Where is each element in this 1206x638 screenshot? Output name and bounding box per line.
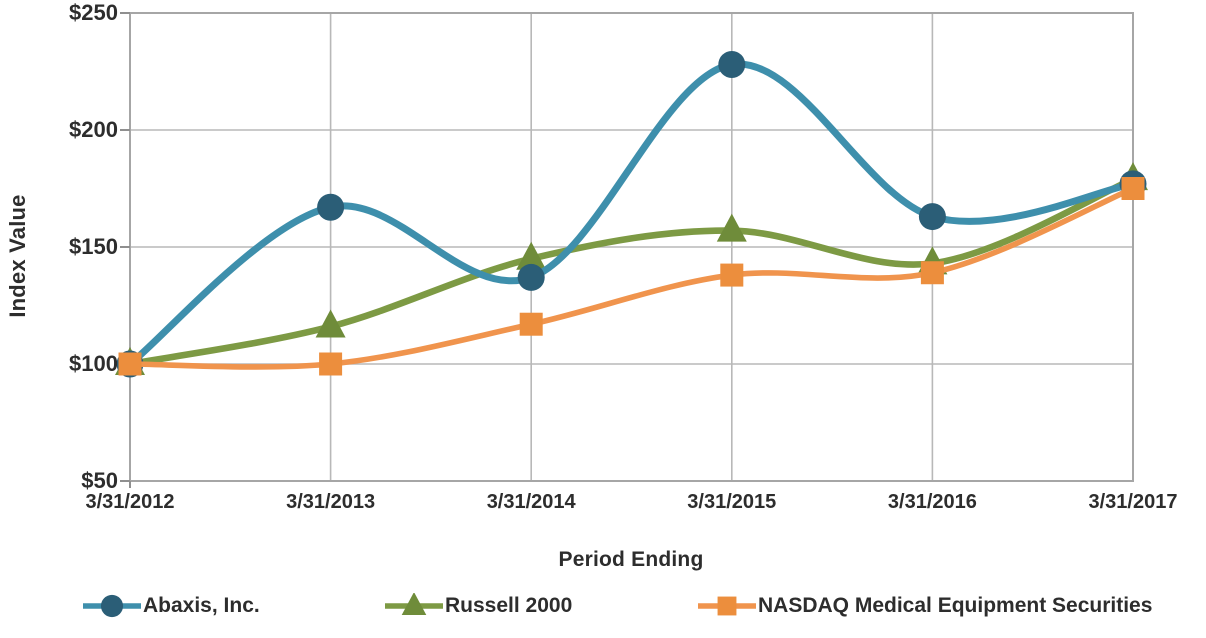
legend-label-nasdaq-medical: NASDAQ Medical Equipment Securities	[758, 594, 1153, 617]
data-point-marker-circle	[517, 263, 545, 291]
russell-triangle-marker-icon	[385, 593, 443, 616]
legend-label-russell-2000: Russell 2000	[445, 594, 573, 617]
y-axis-tick-label: $200	[69, 117, 118, 142]
legend-label-abaxis: Abaxis, Inc.	[143, 594, 260, 617]
data-point-marker-triangle	[315, 309, 346, 338]
data-point-marker-square	[319, 352, 343, 376]
legend-item-russell-2000: Russell 2000	[385, 592, 572, 620]
data-point-marker-square	[118, 352, 142, 376]
y-axis-tick-label: $100	[69, 351, 118, 376]
data-point-marker-triangle	[516, 241, 547, 270]
data-point-marker-triangle	[401, 593, 427, 616]
data-point-marker-square	[920, 261, 944, 285]
data-point-marker-circle	[918, 203, 946, 231]
data-point-marker-square	[717, 596, 737, 616]
series-line-nasdaq-medical-equipment-securities	[127, 185, 1136, 370]
abaxis-circle-marker-icon	[83, 594, 141, 618]
x-axis-tick-label: 3/31/2015	[687, 491, 777, 513]
data-point-marker-circle	[100, 594, 124, 618]
x-axis-tick-label: 3/31/2017	[1088, 491, 1178, 513]
series-line-abaxis-inc	[126, 60, 1137, 368]
series-abaxis-inc	[116, 50, 1147, 378]
nasdaq-square-marker-icon	[698, 596, 756, 616]
x-axis-tick-label: 3/31/2014	[486, 491, 576, 513]
y-axis-tick-label: $50	[81, 468, 118, 493]
data-point-marker-circle	[317, 193, 345, 221]
x-axis-tick-label: 3/31/2016	[887, 491, 977, 513]
legend-item-nasdaq-medical: NASDAQ Medical Equipment Securities	[698, 592, 1152, 620]
x-axis-title: Period Ending	[558, 548, 704, 571]
x-axis-tick-label: 3/31/2013	[286, 491, 376, 513]
data-point-marker-square	[519, 312, 543, 336]
y-axis-tick-label: $250	[69, 0, 118, 25]
series-line-russell-2000	[126, 175, 1137, 368]
y-axis-tick-label: $150	[69, 234, 118, 259]
series-nasdaq-medical-equipment-securities	[118, 177, 1145, 376]
x-axis-tick-label: 3/31/2012	[85, 491, 175, 513]
legend-item-abaxis: Abaxis, Inc.	[83, 592, 260, 620]
data-point-marker-triangle	[716, 213, 747, 242]
series-russell-2000	[115, 162, 1148, 375]
data-point-marker-circle	[718, 50, 746, 78]
data-point-marker-square	[720, 263, 744, 287]
data-point-marker-square	[1121, 177, 1145, 200]
